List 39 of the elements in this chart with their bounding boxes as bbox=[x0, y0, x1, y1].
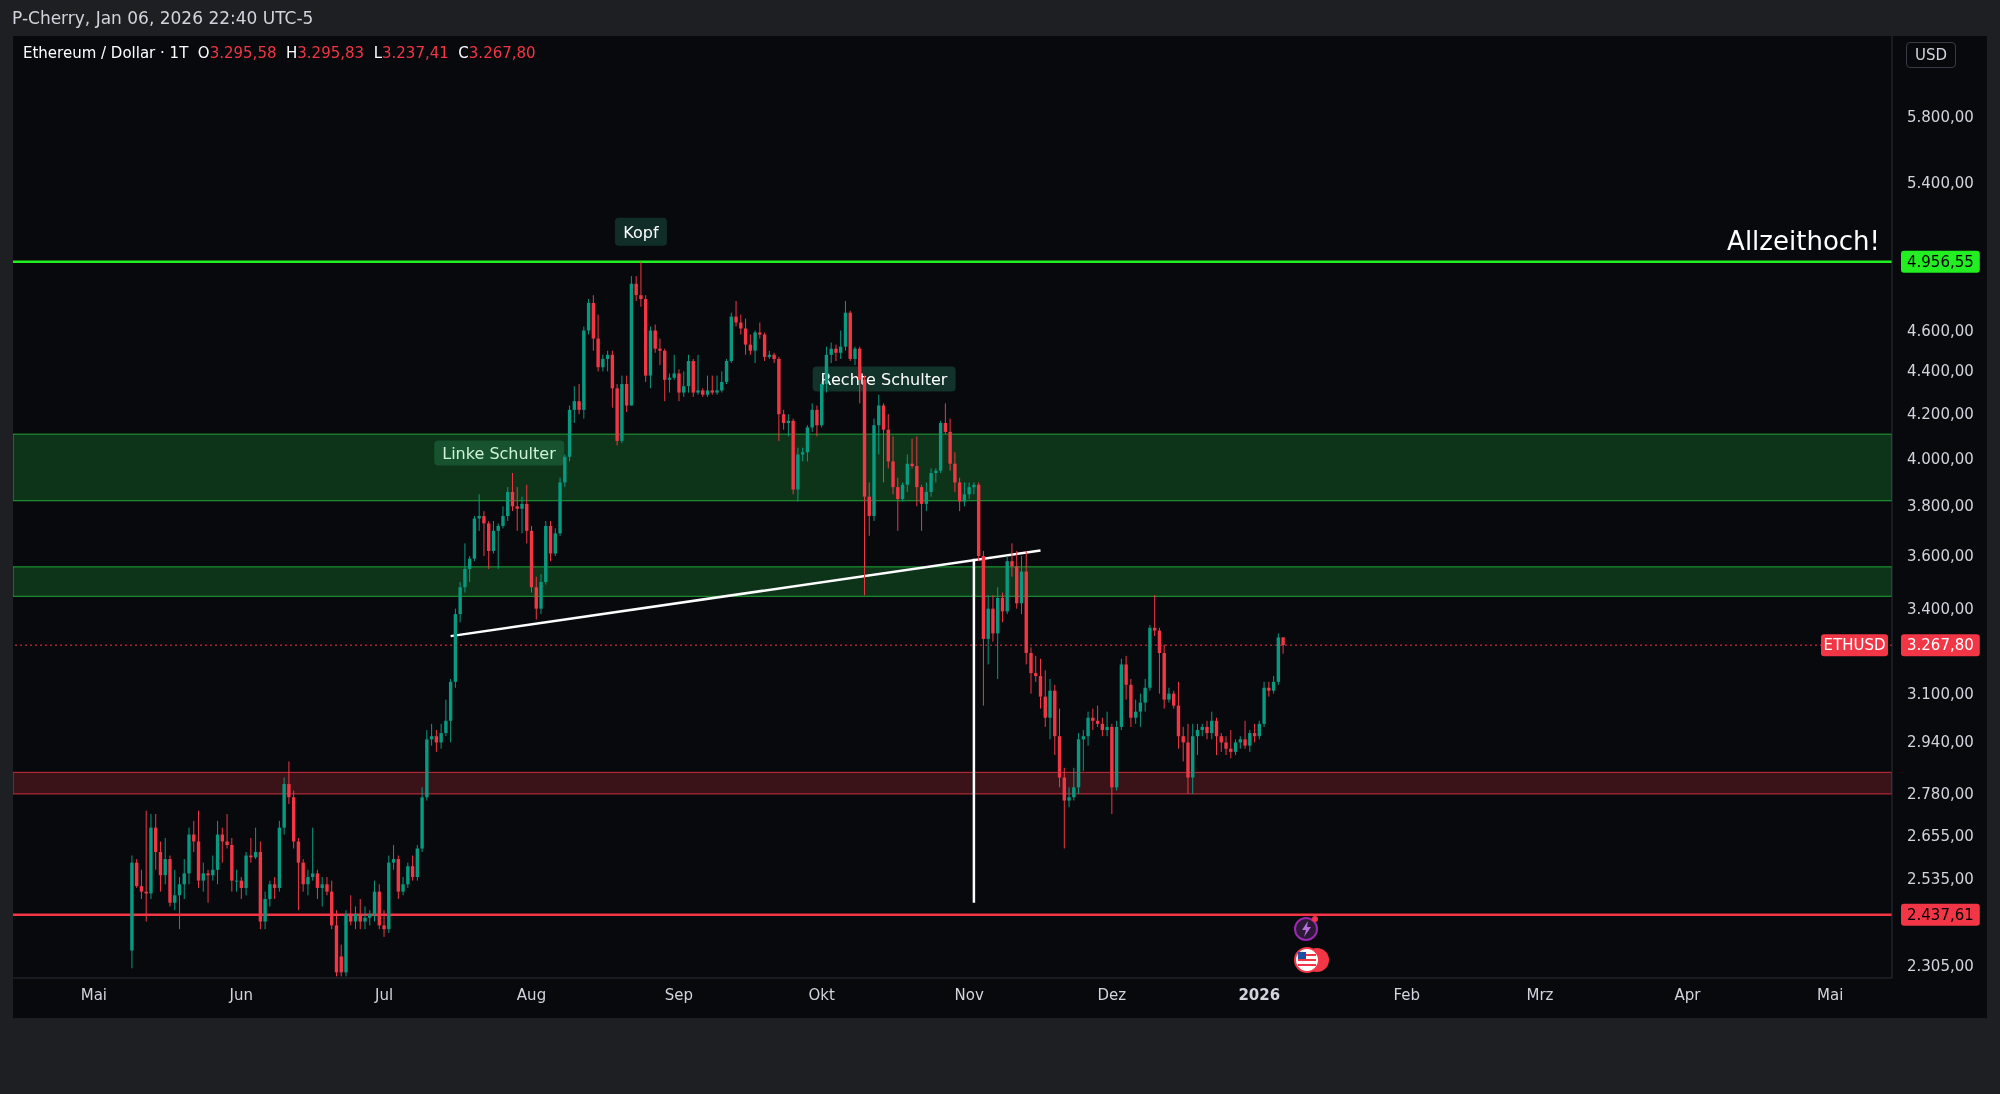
annotation: O3.295,58 H3.295,83 L3.237,41 C3.267,80 bbox=[197, 44, 536, 62]
y-tick-label: 3.600,00 bbox=[1907, 547, 1974, 566]
y-tick-label: 5.400,00 bbox=[1907, 173, 1974, 192]
y-tick-label: 2.437,61 bbox=[1907, 905, 1974, 924]
x-tick-label: Aug bbox=[516, 986, 547, 1004]
y-tick-label: 4.600,00 bbox=[1907, 321, 1974, 340]
y-tick-label: 4.000,00 bbox=[1907, 450, 1974, 469]
chart-subtitle: P-Cherry, Jan 06, 2026 22:40 UTC-5 bbox=[12, 8, 314, 28]
y-tick-label: 2.535,00 bbox=[1907, 869, 1974, 888]
x-tick-label: Mrz bbox=[1526, 986, 1554, 1004]
y-tick-label: 2.655,00 bbox=[1907, 827, 1974, 846]
y-tick-label: 4.956,55 bbox=[1907, 252, 1974, 271]
x-tick-label: Dez bbox=[1097, 986, 1127, 1004]
y-tick-label: 3.100,00 bbox=[1907, 684, 1974, 703]
y-tick-label: 5.800,00 bbox=[1907, 108, 1974, 127]
x-tick-label: Apr bbox=[1674, 986, 1702, 1004]
ref-line-label: ETHUSD bbox=[1823, 636, 1886, 655]
x-tick-label: Jul bbox=[373, 986, 394, 1004]
x-tick-label: Feb bbox=[1393, 986, 1421, 1004]
text: USD bbox=[1906, 42, 1957, 68]
text: Ethereum / Dollar · 1T bbox=[23, 44, 189, 62]
y-tick-label: 3.400,00 bbox=[1907, 599, 1974, 618]
ref-line-label: Allzeithoch! bbox=[1727, 225, 1880, 256]
y-tick-label: 4.400,00 bbox=[1907, 362, 1974, 381]
x-tick-label: Sep bbox=[664, 986, 694, 1004]
x-tick-label: Mai bbox=[1817, 986, 1844, 1004]
annotation: Linke Schulter bbox=[434, 440, 564, 466]
x-tick-label: Mai bbox=[80, 986, 108, 1004]
y-tick-label: 4.200,00 bbox=[1907, 405, 1974, 424]
x-tick-label: Nov bbox=[954, 986, 984, 1004]
x-tick-label: Okt bbox=[808, 986, 835, 1004]
x-tick-label: Jun bbox=[228, 986, 254, 1004]
y-tick-label: 2.940,00 bbox=[1907, 733, 1974, 752]
y-tick-label: 3.800,00 bbox=[1907, 497, 1974, 516]
y-tick-label: 2.305,00 bbox=[1907, 957, 1974, 976]
y-tick-label: 3.267,80 bbox=[1907, 636, 1974, 655]
y-tick-label: 2.780,00 bbox=[1907, 784, 1974, 803]
x-tick-label: 2026 bbox=[1238, 986, 1281, 1004]
annotation: Kopf bbox=[623, 222, 659, 242]
